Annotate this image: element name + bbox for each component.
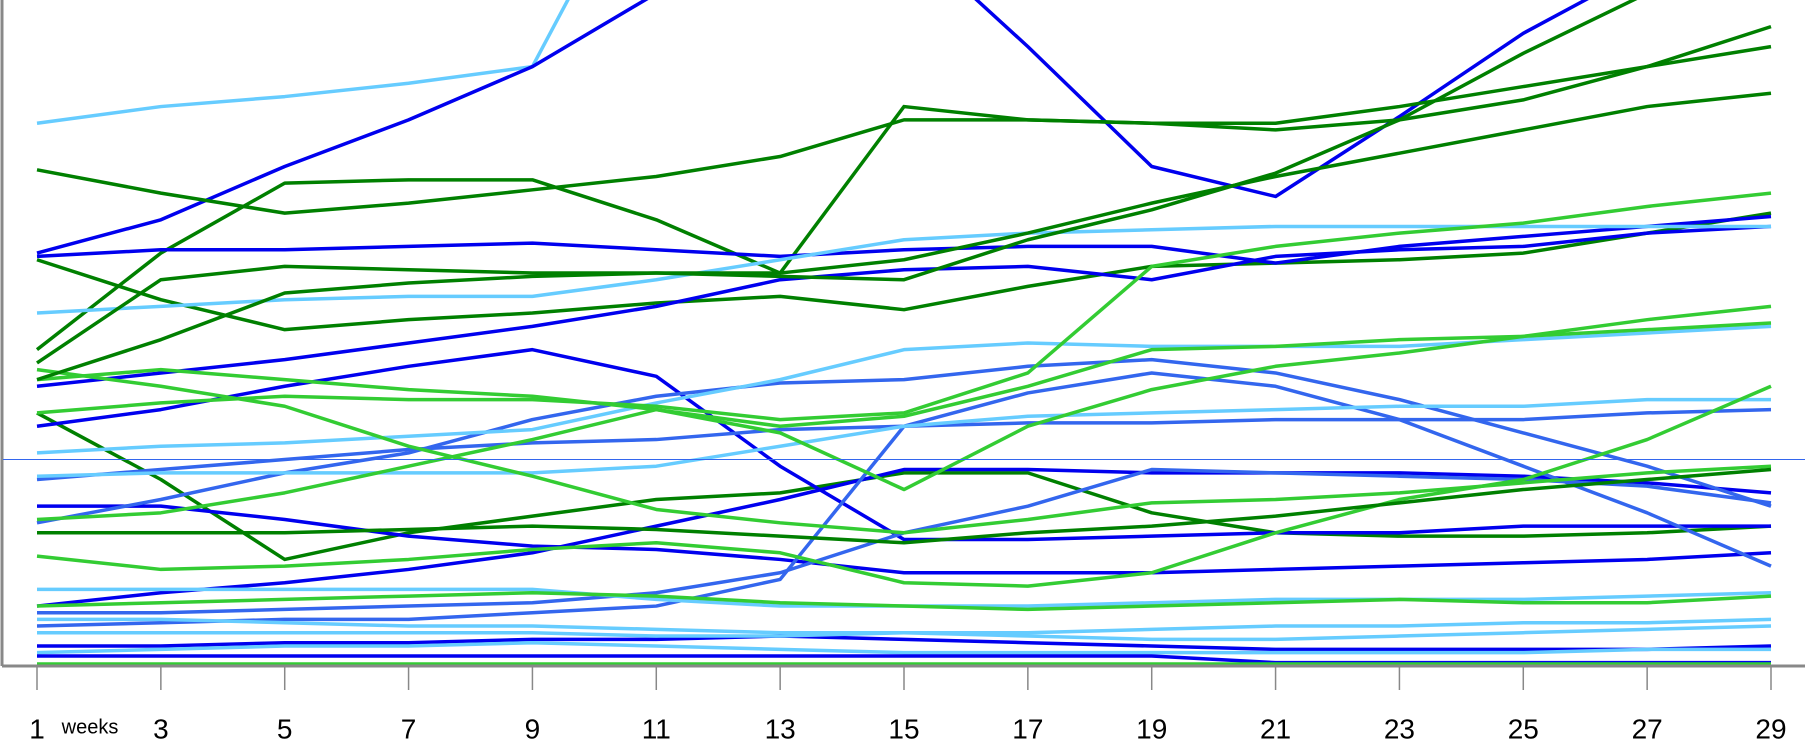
x-tick-label: 1 [29,713,45,744]
x-tick-label: 25 [1508,713,1539,744]
series-line [36,324,1772,455]
series-line [37,504,1772,575]
series-line [36,411,1772,562]
x-tick-label: 17 [1012,713,1043,744]
x-tick-label: 23 [1384,713,1415,744]
series-line [36,224,1772,389]
x-tick-label: 15 [888,713,919,744]
plot-area [3,0,1805,666]
x-tick-label: 19 [1136,713,1167,744]
series-line [36,321,1772,428]
series-line [36,44,1772,215]
series-line [36,347,1771,542]
series-line [37,617,1772,638]
series-line [36,640,1771,655]
series-line [974,0,1589,199]
series-line [36,304,1772,522]
series-line [37,467,1772,545]
series-line [36,214,1772,265]
series-line [36,367,1772,535]
series-line [36,357,1772,525]
x-tick-label: 13 [765,713,796,744]
series-line [36,397,1771,478]
series-line [36,191,1772,422]
series-line [36,0,570,125]
x-tick-label: 21 [1260,713,1291,744]
x-tick-label: 11 [642,713,671,744]
series-line [37,634,1772,652]
x-tick-label: 29 [1755,713,1786,744]
x-tick-label: 3 [153,713,169,744]
x-tick-label: 27 [1632,713,1663,744]
x-axis-label: weeks [61,716,119,738]
series-line [36,590,1772,612]
series-line [35,24,1772,352]
x-tick-label: 9 [525,713,541,744]
series-line [36,91,1772,382]
series-line [36,0,649,255]
series-line [36,0,1638,365]
x-tick-label: 7 [401,713,417,744]
x-tick-label: 5 [277,713,293,744]
series-line [36,211,1772,332]
series-line [36,467,1772,608]
series-line [37,654,1771,665]
